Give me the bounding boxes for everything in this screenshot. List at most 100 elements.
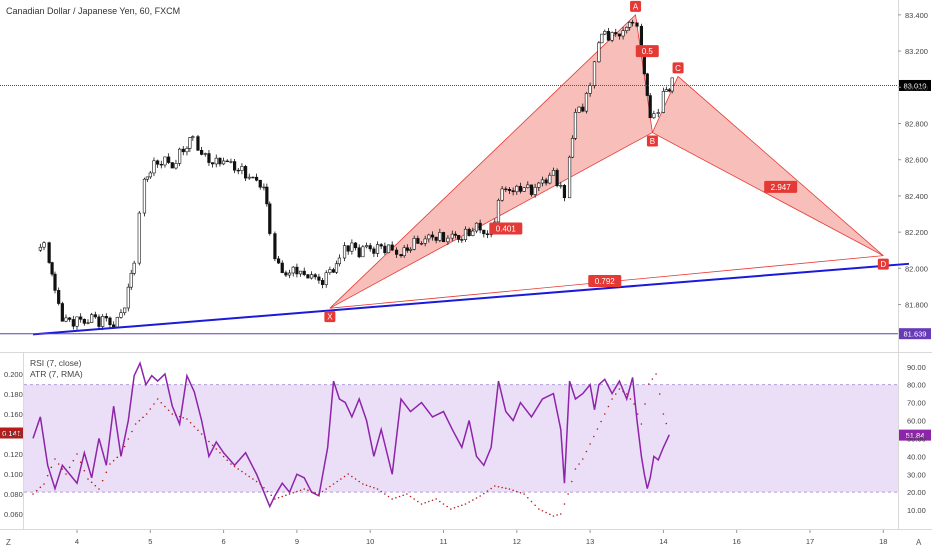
price-tick-label: 83.200	[905, 47, 928, 56]
atr-dot	[644, 403, 646, 405]
atr-dot	[633, 403, 635, 405]
atr-dot	[483, 492, 485, 495]
candle-body	[60, 303, 64, 322]
candle-body	[243, 166, 248, 179]
atr-dot	[413, 498, 415, 500]
candle-body	[537, 182, 541, 188]
candle-body	[664, 89, 668, 92]
candle-body	[453, 233, 458, 236]
atr-dot	[351, 475, 353, 478]
atr-dot	[244, 473, 247, 475]
candle-body	[635, 22, 639, 27]
candle-body	[93, 314, 97, 318]
time-tick-label: 13	[586, 537, 594, 546]
time-tick-label: 14	[659, 537, 667, 546]
atr-dot	[354, 478, 357, 480]
atr-dot	[340, 478, 342, 480]
candle-body	[145, 176, 149, 180]
atr-dot	[567, 493, 569, 495]
atr-dot	[530, 500, 533, 503]
rsi-tick-label: 50.00	[907, 434, 926, 443]
atr-dot	[178, 415, 181, 418]
support-price-tag	[899, 328, 931, 340]
atr-dot	[505, 487, 507, 490]
price-tick-label: 82.600	[905, 156, 928, 165]
rsi-tick-label: 20.00	[907, 488, 926, 497]
rsi-value-label: 51.84	[906, 431, 925, 440]
candle-body	[331, 269, 336, 273]
candle-body	[104, 316, 108, 319]
atr-dot	[263, 486, 265, 489]
atr-dot	[134, 423, 137, 425]
candle-body	[375, 244, 380, 254]
atr-dot	[387, 495, 390, 498]
atr-dot	[655, 373, 657, 375]
candle-body	[625, 27, 629, 31]
candle-body	[368, 245, 372, 250]
atr-dot	[625, 393, 628, 395]
candle-body	[291, 266, 295, 274]
atr-dot	[252, 478, 254, 480]
rsi-label: RSI (7, close)	[30, 358, 82, 368]
atr-dot	[541, 509, 544, 512]
candle-body	[471, 230, 475, 236]
atr-dot	[658, 393, 661, 395]
candle-body	[148, 172, 152, 178]
corner-left-label: Z	[6, 538, 11, 547]
atr-dot	[50, 466, 53, 469]
candle-body	[434, 236, 438, 241]
candle-body	[645, 73, 649, 96]
atr-dot	[442, 503, 445, 505]
candle-body	[108, 317, 112, 326]
time-tick-label: 9	[295, 537, 299, 546]
candle-body	[548, 174, 552, 184]
candle-body	[38, 246, 42, 251]
candle-body	[419, 243, 424, 245]
atr-dot	[384, 493, 386, 495]
candle-body	[262, 186, 266, 189]
candle-body	[185, 148, 189, 153]
atr-dot	[98, 488, 100, 490]
candle-body	[482, 229, 486, 235]
atr-dot	[123, 445, 126, 448]
atr-dot	[222, 455, 225, 458]
rsi-band	[24, 384, 898, 493]
atr-dot	[343, 475, 346, 478]
atr-dot	[424, 501, 426, 504]
atr-dot	[277, 496, 280, 499]
candle-body	[50, 262, 54, 275]
atr-dot	[131, 430, 133, 433]
candle-body	[474, 222, 479, 232]
candle-body	[670, 77, 674, 92]
candle-body	[430, 234, 435, 238]
time-tick-label: 12	[513, 537, 521, 546]
atr-tick-label: 0.080	[4, 490, 23, 499]
chart-title: Canadian Dollar / Japanese Yen, 60, FXCM	[6, 6, 181, 16]
atr-dot	[299, 489, 302, 492]
candle-body	[232, 161, 237, 171]
candle-body	[302, 270, 306, 275]
atr-dot	[581, 458, 584, 460]
rsi-tick-label: 70.00	[907, 399, 926, 408]
candle-body	[295, 266, 299, 275]
candle-body	[427, 234, 431, 240]
atr-dot	[508, 488, 511, 490]
atr-dot	[241, 470, 243, 473]
candle-body	[423, 238, 427, 244]
atr-dot	[362, 483, 364, 485]
candle-body	[191, 136, 195, 138]
atr-dot	[171, 413, 174, 415]
candle-body	[441, 232, 446, 243]
candle-body	[75, 316, 79, 327]
candle-body	[577, 106, 581, 113]
atr-dot	[167, 409, 170, 412]
ratio-label: 0.792	[595, 277, 616, 286]
bcd-triangle	[651, 75, 884, 257]
atr-dot	[208, 440, 210, 443]
candle-body	[379, 244, 383, 247]
candle-body	[254, 176, 259, 181]
candle-body	[236, 169, 240, 172]
atr-dot	[156, 398, 159, 400]
candle-body	[394, 249, 399, 255]
